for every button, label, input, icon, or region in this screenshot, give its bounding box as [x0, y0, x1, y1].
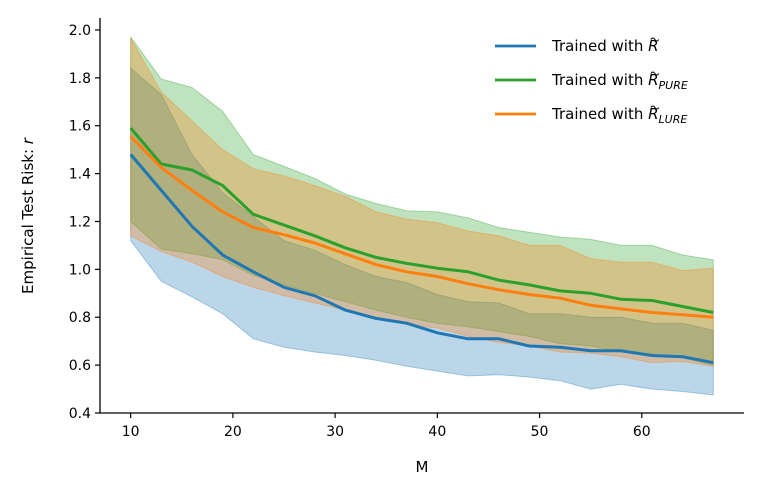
legend-label-r-lure: Trained with RLURE	[551, 105, 687, 126]
y-tick-label-4: 1.2	[69, 214, 91, 230]
confidence-bands	[130, 35, 714, 396]
y-tick-label-8: 2.0	[69, 23, 91, 39]
tilde-r-pure	[650, 71, 660, 76]
y-tick-label-2: 0.8	[69, 310, 91, 326]
x-tick-label-50: 50	[531, 424, 549, 440]
line-r-lure	[129, 135, 714, 319]
tilde-r	[650, 37, 660, 42]
legend-entry-r: Trained with R	[495, 37, 659, 55]
y-axis-label: Empirical Test Risk: r	[19, 137, 37, 294]
band-r	[130, 67, 714, 396]
legend-entry-r-pure: Trained with RPURE	[495, 71, 688, 92]
tilde-r-lure	[650, 105, 660, 110]
y-tick-label-3: 1.0	[69, 262, 91, 278]
y-tick-label-6: 1.6	[69, 119, 91, 135]
x-tick-label-30: 30	[326, 424, 344, 440]
y-tick-label-1: 0.6	[69, 358, 91, 374]
axes	[99, 18, 744, 414]
y-tick-label-7: 1.8	[69, 71, 91, 87]
y-axis-label-prefix: Empirical Test Risk:	[19, 144, 37, 294]
x-tick-label-40: 40	[428, 424, 446, 440]
band-r-pure	[130, 35, 714, 366]
legend-tildes	[650, 37, 660, 110]
line-r-pure	[129, 127, 714, 314]
line-r	[129, 153, 714, 365]
legend: Trained with R Trained with RPURE Traine…	[495, 37, 688, 126]
legend-label-r: Trained with R	[551, 37, 659, 55]
y-tick-label-0: 0.4	[69, 406, 91, 422]
x-ticks: 10 20 30 40 50 60	[122, 413, 651, 440]
y-tick-label-5: 1.4	[69, 167, 91, 183]
y-ticks: 0.4 0.6 0.8 1.0 1.2 1.4 1.6 1.8 2.0	[69, 23, 100, 422]
legend-label-r-pure: Trained with RPURE	[551, 71, 688, 92]
x-tick-label-20: 20	[224, 424, 242, 440]
legend-entry-r-lure: Trained with RLURE	[495, 105, 687, 126]
x-tick-label-60: 60	[633, 424, 651, 440]
series-lines	[129, 127, 714, 365]
y-axis-label-variable: r	[19, 137, 37, 144]
x-tick-label-10: 10	[122, 424, 140, 440]
x-axis-label: M	[416, 458, 429, 476]
